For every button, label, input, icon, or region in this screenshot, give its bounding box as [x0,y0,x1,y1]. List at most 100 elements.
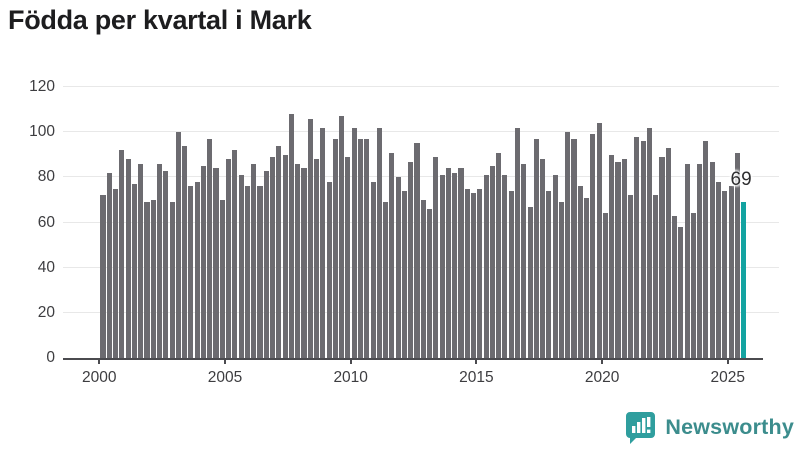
bar[interactable] [364,138,370,358]
bar[interactable] [452,172,458,358]
bar[interactable] [470,193,477,358]
bar[interactable] [445,168,451,358]
bar[interactable] [163,170,169,358]
bar[interactable] [546,190,552,358]
bar[interactable] [697,163,703,358]
bar[interactable] [715,181,722,358]
bar[interactable] [565,132,571,358]
bar[interactable] [276,145,282,358]
bar[interactable] [383,202,389,358]
bar[interactable] [483,175,489,358]
bar[interactable] [175,132,181,358]
bar[interactable] [665,147,671,358]
bar[interactable] [119,150,125,358]
bar[interactable] [496,152,502,358]
bar[interactable] [678,227,684,358]
bar[interactable] [307,118,313,358]
bar[interactable] [238,175,244,358]
bar[interactable] [408,161,414,358]
bar[interactable] [722,190,728,358]
bar[interactable] [514,127,521,358]
bar[interactable] [615,161,621,358]
bar[interactable] [684,163,690,358]
bar[interactable] [351,127,357,358]
bar[interactable] [401,190,407,358]
bar[interactable] [508,190,514,358]
bar[interactable] [690,213,696,358]
bar[interactable] [357,138,364,358]
bar[interactable] [282,154,288,358]
bar[interactable] [584,197,590,358]
bar[interactable] [552,175,558,358]
bar[interactable] [113,188,119,358]
bar[interactable] [188,186,194,358]
bar[interactable] [596,123,602,358]
bar[interactable] [326,181,332,358]
bar[interactable] [263,170,269,358]
bar[interactable] [200,166,207,358]
bar[interactable] [558,202,565,358]
bar[interactable] [628,195,634,358]
bar[interactable] [489,166,495,358]
bar[interactable] [709,161,715,358]
bar[interactable] [609,154,615,358]
bar[interactable] [376,127,382,358]
bar[interactable] [521,163,527,358]
bar[interactable] [138,163,144,358]
bar[interactable] [527,206,533,358]
bar[interactable] [395,177,401,358]
bar[interactable] [728,186,734,358]
bar[interactable] [502,175,508,358]
bar[interactable] [370,181,376,358]
bar[interactable] [251,163,257,358]
bar[interactable] [131,184,137,358]
bar[interactable] [477,188,483,358]
bar[interactable] [427,208,433,358]
bar[interactable] [339,116,345,358]
bar[interactable] [703,141,709,358]
bar[interactable] [301,168,307,358]
bar[interactable] [244,186,250,358]
bar[interactable] [270,157,276,358]
bar[interactable] [125,159,131,358]
bar[interactable] [571,138,577,358]
bar[interactable] [464,188,470,358]
bar[interactable] [288,114,294,358]
bar[interactable] [295,163,301,358]
bar[interactable] [577,186,583,358]
bar[interactable] [320,127,326,358]
bar[interactable] [458,168,464,358]
bar[interactable] [659,157,665,358]
bar[interactable] [194,181,200,358]
bar[interactable] [232,150,238,358]
bar[interactable] [420,199,426,358]
bar[interactable] [640,141,646,358]
bar[interactable] [313,159,320,358]
bar[interactable] [414,143,420,358]
bar[interactable] [332,138,338,358]
bar[interactable] [533,138,539,358]
bar[interactable] [100,195,106,358]
bar[interactable] [219,199,225,358]
bar[interactable] [106,172,112,358]
bar[interactable] [646,127,652,358]
bar[interactable] [590,134,596,358]
bar[interactable] [602,213,608,358]
bar[interactable] [389,152,395,358]
bar[interactable] [540,159,546,358]
bar[interactable] [634,136,640,358]
bar[interactable] [433,157,439,358]
bar[interactable] [671,215,678,358]
bar[interactable] [226,159,232,358]
bar[interactable] [182,145,188,358]
bar[interactable] [144,202,150,358]
bar[interactable] [156,163,163,358]
bar[interactable] [257,186,263,358]
bar[interactable] [734,152,740,358]
bar[interactable] [345,157,351,358]
bar[interactable] [621,159,627,358]
bar[interactable] [169,202,175,358]
bar[interactable] [150,199,156,358]
bar[interactable] [213,168,219,358]
bar[interactable] [207,138,213,358]
